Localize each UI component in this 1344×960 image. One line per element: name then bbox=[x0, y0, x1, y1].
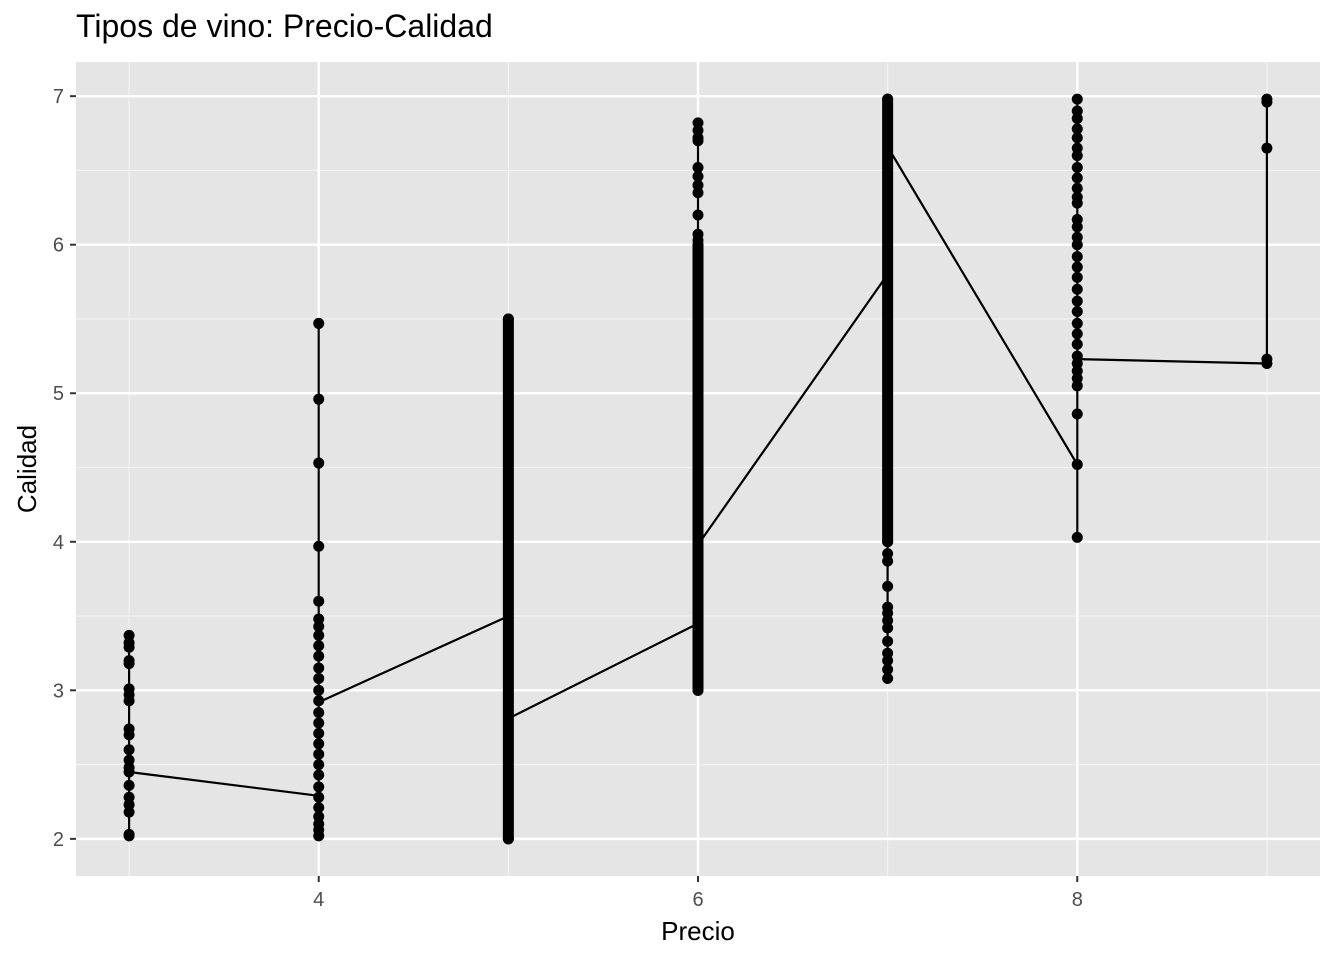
y-tick-label: 2 bbox=[53, 829, 64, 851]
data-point bbox=[313, 393, 325, 405]
data-point bbox=[1071, 191, 1083, 203]
data-point bbox=[313, 707, 325, 719]
x-tick-label: 4 bbox=[313, 889, 324, 911]
y-tick-label: 3 bbox=[53, 680, 64, 702]
data-point bbox=[313, 662, 325, 674]
data-point bbox=[1071, 142, 1083, 154]
data-point bbox=[882, 536, 894, 548]
data-point bbox=[313, 759, 325, 771]
data-point bbox=[692, 179, 704, 191]
data-point bbox=[1071, 261, 1083, 273]
data-point bbox=[313, 540, 325, 552]
data-point bbox=[123, 754, 135, 766]
data-point bbox=[1071, 295, 1083, 307]
data-point bbox=[1071, 161, 1083, 173]
data-point bbox=[313, 748, 325, 760]
data-point bbox=[313, 738, 325, 750]
data-point bbox=[692, 684, 704, 696]
data-point bbox=[123, 791, 135, 803]
y-tick-label: 4 bbox=[53, 532, 64, 554]
data-point bbox=[1071, 350, 1083, 362]
data-point bbox=[313, 781, 325, 793]
data-points bbox=[123, 93, 1273, 845]
data-point bbox=[313, 811, 325, 823]
data-point bbox=[1071, 231, 1083, 243]
data-point bbox=[1071, 172, 1083, 184]
data-point bbox=[502, 833, 514, 845]
data-point bbox=[1071, 306, 1083, 318]
data-point bbox=[123, 683, 135, 695]
data-point bbox=[1071, 132, 1083, 144]
data-point bbox=[1071, 459, 1083, 471]
data-point bbox=[313, 672, 325, 684]
data-point bbox=[1071, 317, 1083, 329]
data-point bbox=[692, 117, 704, 129]
data-point bbox=[882, 672, 894, 684]
data-point bbox=[882, 580, 894, 592]
x-tick-label: 8 bbox=[1072, 889, 1083, 911]
y-axis: 2 3 4 5 6 7 bbox=[53, 86, 76, 851]
y-axis-title: Calidad bbox=[12, 425, 42, 513]
x-axis: 4 6 8 bbox=[313, 876, 1083, 911]
dense-point-columns bbox=[502, 93, 894, 845]
data-point bbox=[313, 684, 325, 696]
data-point bbox=[123, 723, 135, 735]
data-point bbox=[692, 209, 704, 221]
data-point bbox=[123, 744, 135, 756]
x-tick-label: 6 bbox=[692, 889, 703, 911]
data-point bbox=[1071, 182, 1083, 194]
data-point bbox=[1071, 328, 1083, 340]
data-point bbox=[313, 769, 325, 781]
chart-title: Tipos de vino: Precio-Calidad bbox=[76, 8, 493, 44]
data-point bbox=[313, 802, 325, 814]
data-point bbox=[1071, 338, 1083, 350]
data-point bbox=[692, 161, 704, 173]
y-tick-label: 5 bbox=[53, 383, 64, 405]
x-axis-title: Precio bbox=[661, 916, 735, 946]
data-point bbox=[1071, 213, 1083, 225]
data-point bbox=[1261, 142, 1273, 154]
data-point bbox=[1071, 271, 1083, 283]
data-point bbox=[882, 93, 894, 105]
data-point bbox=[882, 601, 894, 613]
y-tick-label: 7 bbox=[53, 86, 64, 108]
data-point bbox=[1261, 353, 1273, 365]
data-point bbox=[123, 828, 135, 840]
data-point bbox=[313, 640, 325, 652]
data-point bbox=[313, 317, 325, 329]
data-point bbox=[692, 170, 704, 182]
data-point bbox=[313, 595, 325, 607]
data-point bbox=[1071, 408, 1083, 420]
data-point bbox=[1071, 531, 1083, 543]
data-point bbox=[502, 313, 514, 325]
data-point bbox=[123, 779, 135, 791]
data-point bbox=[313, 629, 325, 641]
data-point bbox=[882, 664, 894, 676]
y-tick-label: 6 bbox=[53, 235, 64, 257]
data-point bbox=[1071, 251, 1083, 263]
data-point bbox=[882, 647, 894, 659]
data-point bbox=[123, 629, 135, 641]
data-point bbox=[1261, 93, 1273, 105]
data-point bbox=[123, 655, 135, 667]
data-point bbox=[313, 457, 325, 469]
data-point bbox=[692, 228, 704, 240]
data-point bbox=[313, 695, 325, 707]
data-point bbox=[1071, 105, 1083, 117]
data-point bbox=[1071, 123, 1083, 135]
data-point bbox=[882, 548, 894, 560]
data-point bbox=[313, 613, 325, 625]
data-point bbox=[1071, 93, 1083, 105]
data-point bbox=[313, 727, 325, 739]
data-point bbox=[1071, 283, 1083, 295]
data-point bbox=[313, 717, 325, 729]
data-point bbox=[313, 650, 325, 662]
data-point bbox=[313, 791, 325, 803]
data-point bbox=[882, 635, 894, 647]
